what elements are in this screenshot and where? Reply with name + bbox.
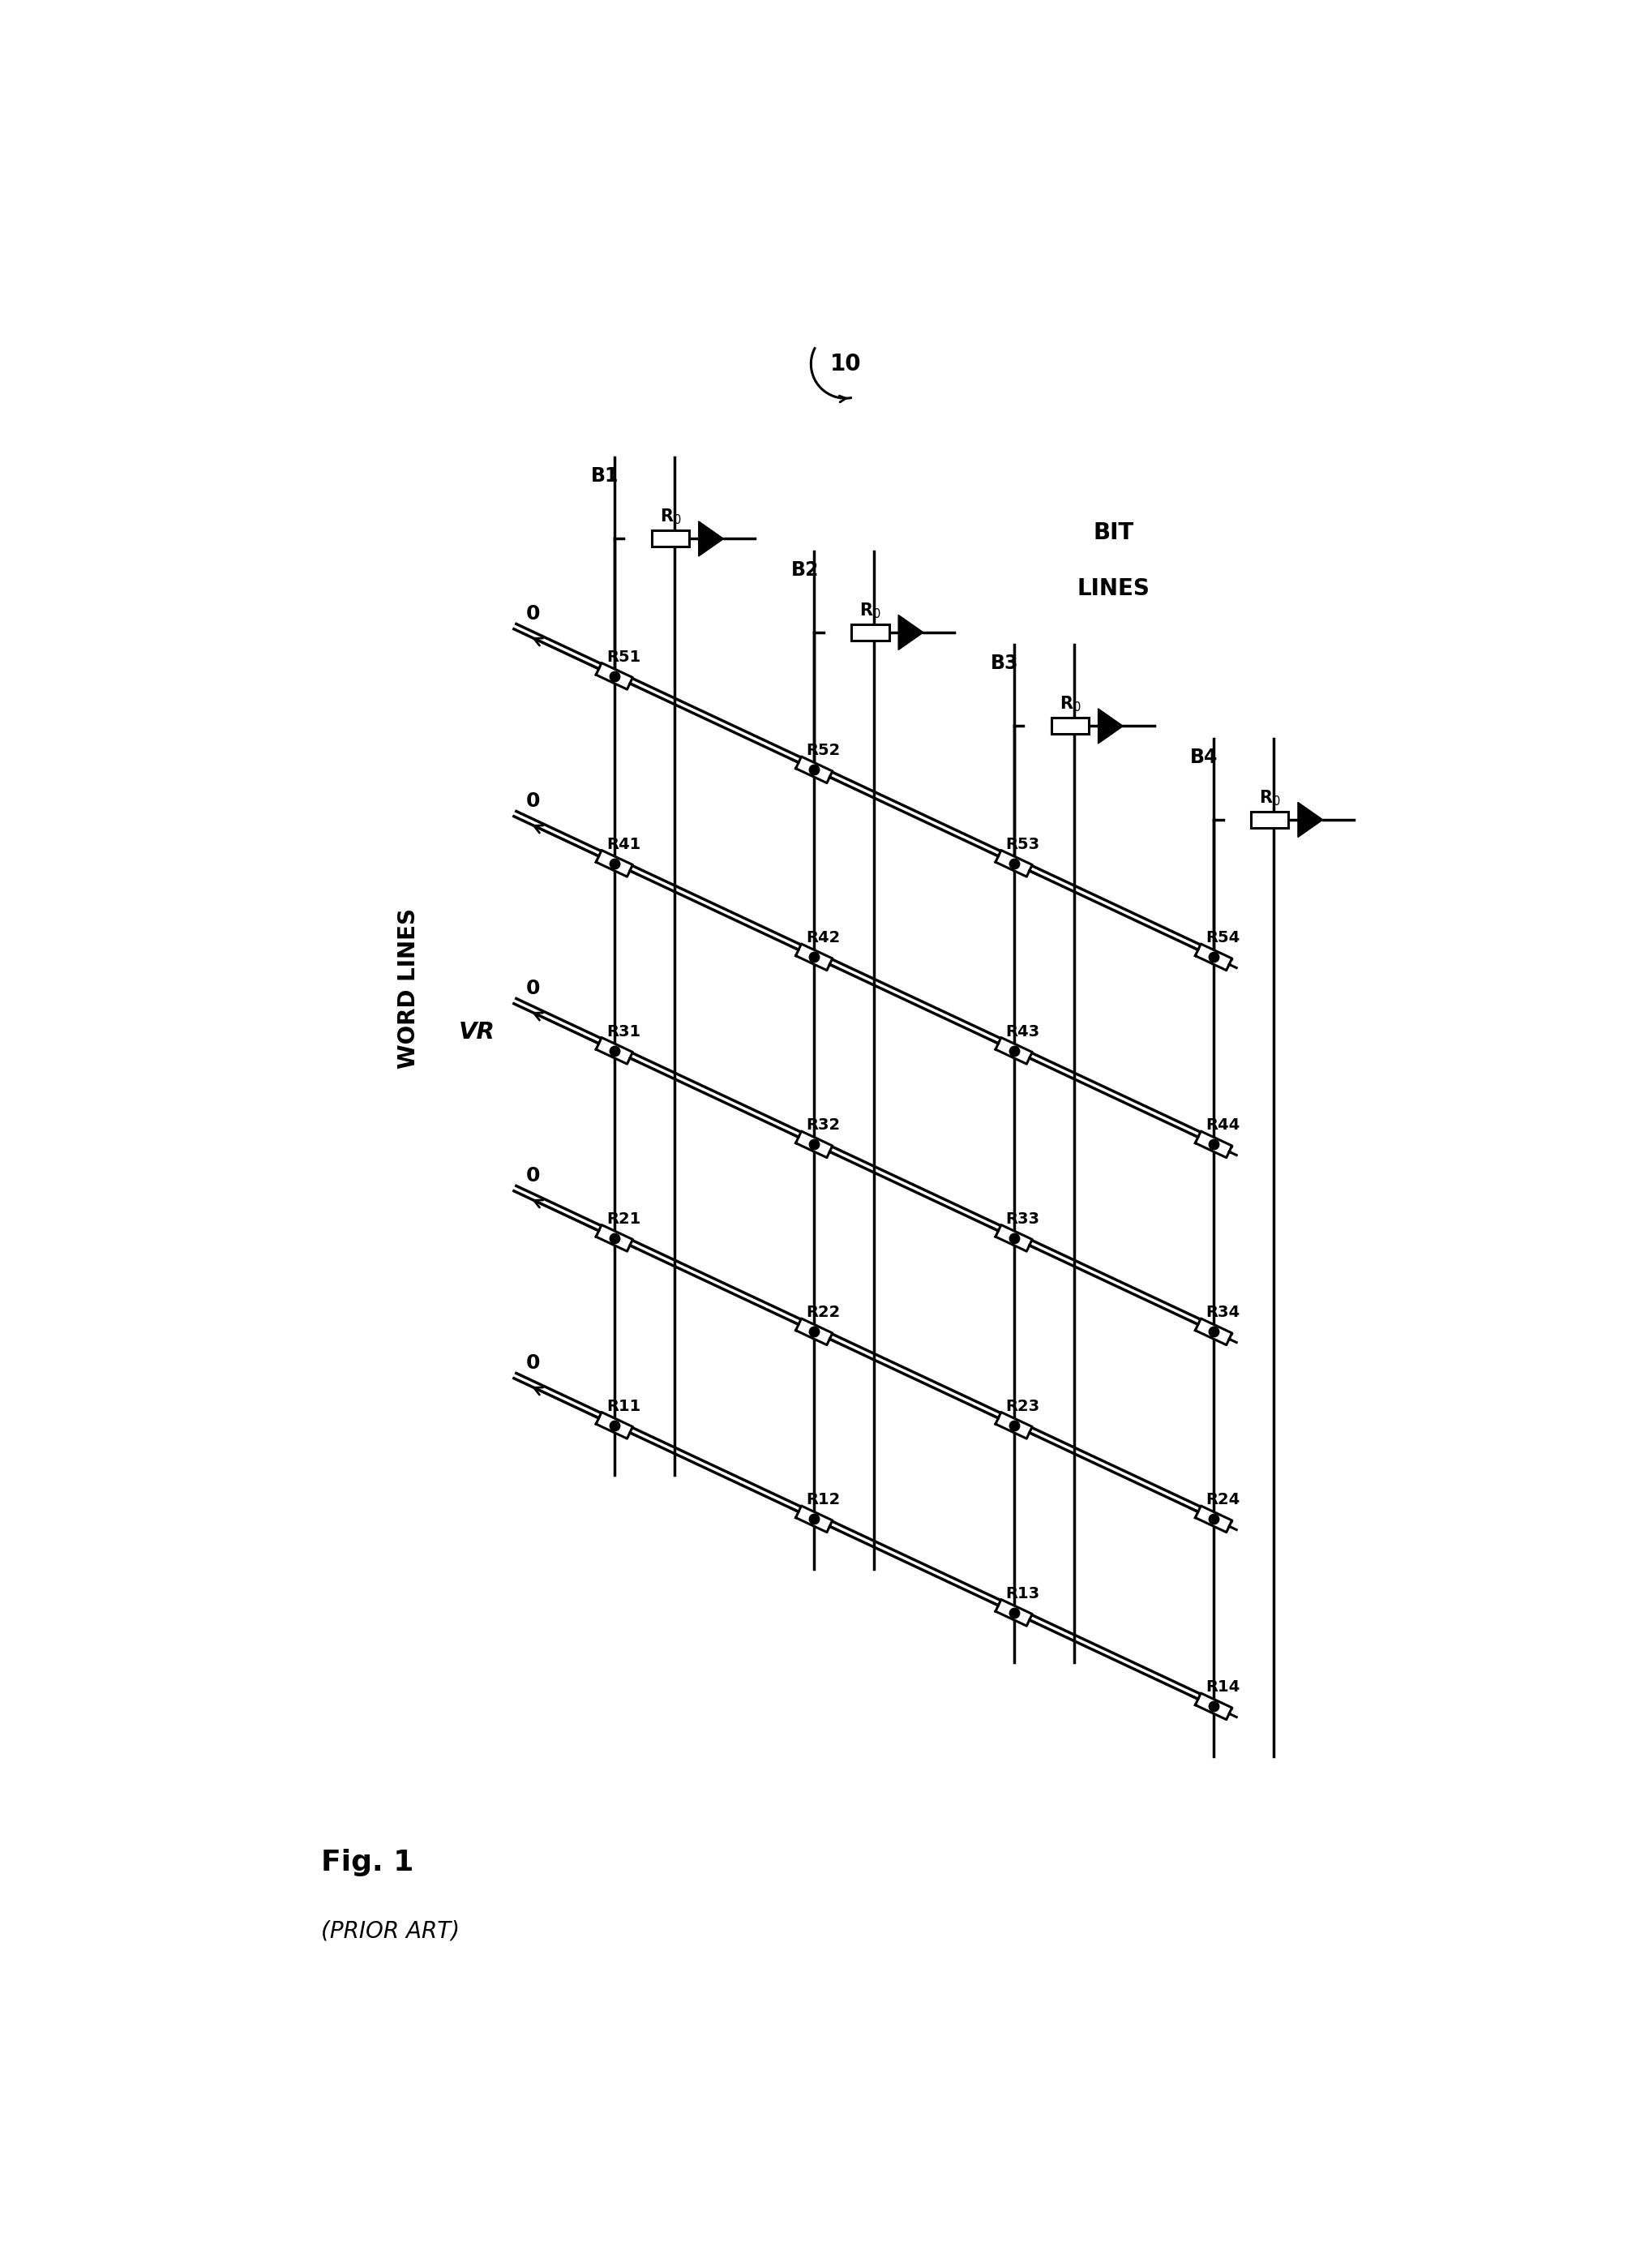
Text: 0: 0 xyxy=(527,1166,540,1186)
Text: 10: 10 xyxy=(829,352,861,374)
Polygon shape xyxy=(1196,1506,1232,1533)
Text: R34: R34 xyxy=(1206,1304,1240,1320)
Text: LINES: LINES xyxy=(1078,578,1150,601)
Text: R41: R41 xyxy=(607,837,640,853)
Text: R$_0$: R$_0$ xyxy=(1260,789,1281,807)
Polygon shape xyxy=(996,1599,1032,1626)
Text: 0: 0 xyxy=(527,603,540,624)
Text: R53: R53 xyxy=(1006,837,1040,853)
Bar xyxy=(651,531,689,547)
Text: R12: R12 xyxy=(807,1492,841,1508)
Text: 0: 0 xyxy=(527,980,540,998)
Polygon shape xyxy=(996,1225,1032,1252)
Polygon shape xyxy=(596,1413,633,1438)
Text: R44: R44 xyxy=(1206,1118,1240,1134)
Polygon shape xyxy=(1196,1694,1232,1719)
Text: R11: R11 xyxy=(607,1399,640,1413)
Polygon shape xyxy=(596,1036,633,1064)
Text: WORD LINES: WORD LINES xyxy=(398,907,420,1068)
Polygon shape xyxy=(795,1318,833,1345)
Polygon shape xyxy=(1196,943,1232,971)
Polygon shape xyxy=(596,1225,633,1252)
Text: R13: R13 xyxy=(1006,1585,1040,1601)
Polygon shape xyxy=(596,850,633,878)
Text: R43: R43 xyxy=(1006,1023,1040,1039)
Text: R54: R54 xyxy=(1206,930,1240,946)
Text: R$_0$: R$_0$ xyxy=(859,601,882,619)
Text: B1: B1 xyxy=(591,467,618,485)
Bar xyxy=(852,624,888,640)
Text: B2: B2 xyxy=(790,560,818,581)
Text: R$_0$: R$_0$ xyxy=(1058,694,1081,714)
Text: R33: R33 xyxy=(1006,1211,1040,1227)
Bar xyxy=(1052,719,1090,735)
Text: R51: R51 xyxy=(607,649,640,665)
Polygon shape xyxy=(1196,1132,1232,1157)
Text: Fig. 1: Fig. 1 xyxy=(321,1848,414,1876)
Text: R21: R21 xyxy=(607,1211,640,1227)
Text: R$_0$: R$_0$ xyxy=(659,508,681,526)
Polygon shape xyxy=(699,522,723,556)
Text: B3: B3 xyxy=(990,653,1019,674)
Polygon shape xyxy=(1098,708,1122,744)
Text: R23: R23 xyxy=(1006,1399,1040,1413)
Bar xyxy=(1252,812,1289,828)
Polygon shape xyxy=(795,758,833,782)
Text: B4: B4 xyxy=(1191,748,1219,767)
Polygon shape xyxy=(596,662,633,689)
Text: R31: R31 xyxy=(607,1023,640,1039)
Polygon shape xyxy=(996,1413,1032,1438)
Polygon shape xyxy=(795,1132,833,1157)
Polygon shape xyxy=(1196,1318,1232,1345)
Polygon shape xyxy=(996,850,1032,878)
Polygon shape xyxy=(795,1506,833,1533)
Text: (PRIOR ART): (PRIOR ART) xyxy=(321,1919,460,1941)
Polygon shape xyxy=(1297,803,1324,837)
Text: R52: R52 xyxy=(807,744,841,758)
Text: 0: 0 xyxy=(527,1354,540,1372)
Text: R22: R22 xyxy=(807,1304,841,1320)
Polygon shape xyxy=(795,943,833,971)
Polygon shape xyxy=(996,1036,1032,1064)
Text: R24: R24 xyxy=(1206,1492,1240,1508)
Text: VR: VR xyxy=(458,1021,496,1043)
Text: 0: 0 xyxy=(527,792,540,812)
Text: R32: R32 xyxy=(807,1118,841,1134)
Text: R42: R42 xyxy=(807,930,841,946)
Text: BIT: BIT xyxy=(1093,522,1134,544)
Text: R14: R14 xyxy=(1206,1678,1240,1694)
Polygon shape xyxy=(898,615,923,651)
